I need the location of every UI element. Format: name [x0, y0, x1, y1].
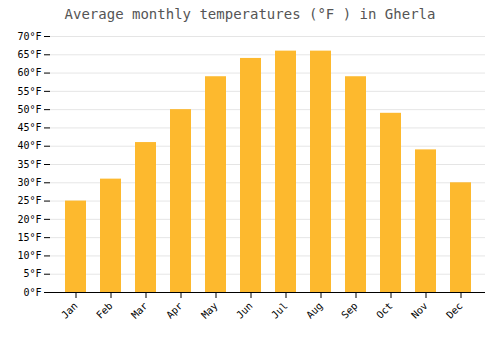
- svg-text:Mar: Mar: [129, 300, 150, 321]
- svg-text:15°F: 15°F: [17, 232, 41, 243]
- svg-text:10°F: 10°F: [17, 250, 41, 261]
- svg-text:40°F: 40°F: [17, 140, 41, 151]
- svg-text:Jan: Jan: [59, 300, 80, 321]
- svg-text:Nov: Nov: [409, 300, 430, 321]
- svg-text:5°F: 5°F: [23, 268, 41, 279]
- svg-text:0°F: 0°F: [23, 287, 41, 298]
- svg-text:50°F: 50°F: [17, 104, 41, 115]
- svg-text:55°F: 55°F: [17, 86, 41, 97]
- svg-text:45°F: 45°F: [17, 122, 41, 133]
- svg-text:65°F: 65°F: [17, 49, 41, 60]
- svg-text:Sep: Sep: [339, 300, 360, 321]
- svg-text:70°F: 70°F: [17, 31, 41, 42]
- svg-text:Dec: Dec: [444, 300, 465, 321]
- svg-text:25°F: 25°F: [17, 195, 41, 206]
- html-text:Average monthly temperatures (: Average monthly temperatures (°F ) in Gh…: [64, 6, 436, 22]
- svg-text:Aug: Aug: [304, 300, 325, 321]
- svg-text:Apr: Apr: [164, 300, 185, 321]
- svg-text:30°F: 30°F: [17, 177, 41, 188]
- svg-text:Jun: Jun: [234, 300, 255, 321]
- svg-text:May: May: [199, 300, 220, 321]
- svg-text:Feb: Feb: [94, 300, 115, 321]
- svg-text:60°F: 60°F: [17, 67, 41, 78]
- svg-text:Oct: Oct: [374, 300, 395, 321]
- svg-text:20°F: 20°F: [17, 214, 41, 225]
- svg-text:35°F: 35°F: [17, 159, 41, 170]
- svg-text:Jul: Jul: [269, 300, 290, 321]
